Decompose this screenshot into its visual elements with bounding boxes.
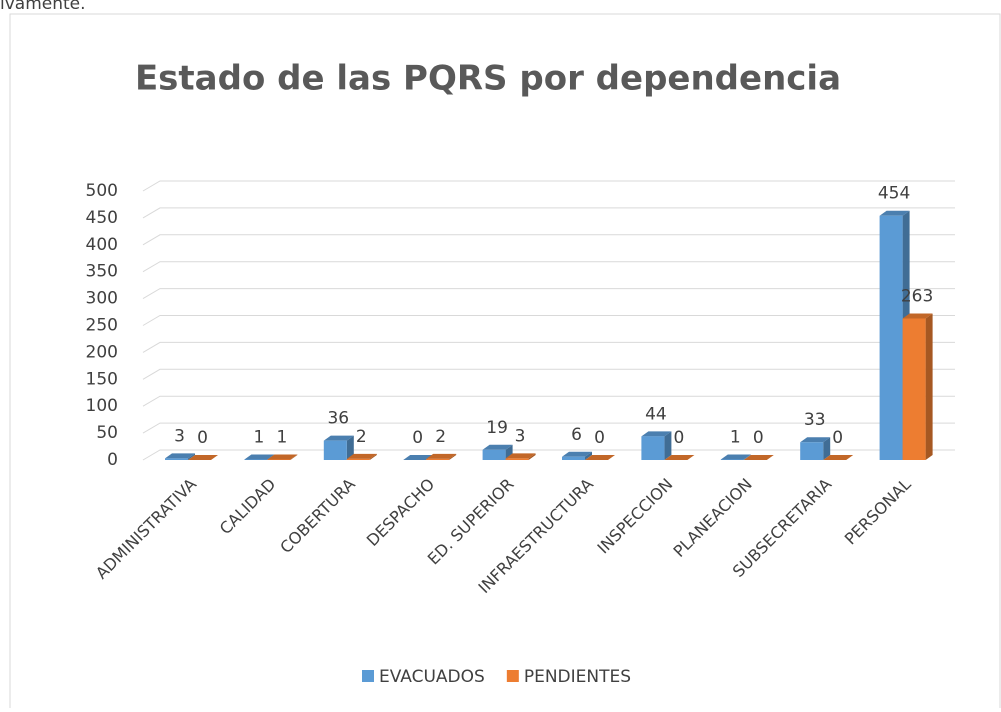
value-label: 36 (327, 409, 349, 429)
y-tick-label: 350 (86, 262, 118, 282)
bar (902, 318, 926, 460)
grid-line (142, 341, 955, 353)
bar-top (743, 455, 774, 460)
y-tick-label: 0 (107, 450, 118, 470)
bar (562, 456, 585, 460)
value-label: 1 (730, 427, 741, 447)
bar-top (403, 455, 434, 460)
value-label: 19 (486, 418, 508, 438)
value-label: 44 (645, 404, 667, 424)
bar-top (585, 455, 615, 460)
bar-side (528, 453, 536, 460)
value-label: 0 (594, 428, 605, 448)
bar-side (346, 435, 354, 460)
bar-side (925, 313, 933, 460)
grid-line (142, 207, 955, 219)
chart-border (9, 13, 1001, 712)
bar-top (426, 453, 457, 459)
bar-top (165, 453, 195, 459)
bar (165, 458, 188, 460)
value-label: 2 (356, 427, 367, 447)
bar (641, 436, 665, 460)
value-label: 0 (197, 428, 208, 448)
bar (323, 440, 347, 460)
bar-side (823, 437, 831, 460)
grid-line (142, 234, 955, 246)
grid-line (142, 261, 955, 273)
bar-top (562, 451, 592, 457)
bar (346, 458, 370, 460)
bar-top (641, 431, 672, 437)
bar (720, 459, 744, 460)
y-tick-label: 50 (96, 423, 118, 443)
header-text: ivamente. (0, 0, 86, 14)
bar-top (505, 453, 536, 459)
bar-side (664, 431, 672, 460)
grid-line (142, 368, 955, 380)
bar (267, 459, 291, 460)
y-tick-label: 500 (86, 181, 118, 201)
y-tick-label: 300 (86, 289, 118, 309)
bar-top (902, 313, 933, 319)
value-label: 263 (901, 287, 933, 307)
legend-swatch (506, 670, 519, 682)
bar-side (290, 454, 298, 460)
y-tick-label: 450 (86, 208, 118, 228)
value-label: 0 (673, 428, 684, 448)
y-tick-label: 150 (86, 369, 118, 389)
bar-top (346, 453, 377, 459)
bar-top (823, 455, 854, 460)
value-label: 3 (174, 426, 185, 446)
value-label: 1 (276, 427, 287, 447)
grid-line (142, 288, 955, 300)
bar (800, 442, 824, 460)
value-label: 3 (515, 426, 526, 446)
bar-side (188, 453, 195, 460)
bar-top (188, 455, 218, 460)
value-label: 2 (435, 427, 446, 447)
chart-title: Estado de las PQRS por dependencia (135, 59, 841, 99)
bar-top (323, 435, 354, 441)
bar (244, 459, 268, 460)
y-tick-label: 100 (86, 396, 118, 416)
grid-line (142, 315, 955, 326)
grid-line (142, 395, 955, 407)
value-label: 0 (753, 428, 764, 448)
bar-side (449, 453, 457, 460)
legend-label: PENDIENTES (524, 667, 631, 687)
bar-side (585, 451, 592, 460)
grid-line (142, 180, 955, 192)
bar-top (720, 454, 751, 460)
bar-top (244, 454, 275, 460)
value-label: 6 (571, 425, 582, 445)
bar-top (800, 437, 831, 443)
value-label: 454 (878, 184, 910, 204)
legend-swatch (362, 670, 374, 682)
value-label: 33 (804, 410, 826, 430)
bar-top (267, 454, 298, 460)
y-tick-label: 400 (86, 235, 118, 255)
bar-side (369, 453, 377, 460)
bar (879, 215, 903, 460)
y-tick-label: 200 (86, 342, 118, 362)
value-label: 1 (253, 427, 264, 447)
bar (505, 458, 529, 460)
value-label: 0 (832, 428, 843, 448)
bar-top (664, 455, 695, 460)
bar-top (879, 210, 910, 216)
y-tick-label: 250 (86, 316, 118, 336)
bar (426, 458, 450, 460)
bar (482, 449, 506, 460)
grid-line (142, 422, 955, 434)
grid-line (142, 449, 955, 461)
value-label: 0 (412, 428, 423, 448)
bar-side (743, 454, 751, 460)
legend-label: EVACUADOS (379, 667, 485, 687)
bar-top (482, 444, 513, 450)
